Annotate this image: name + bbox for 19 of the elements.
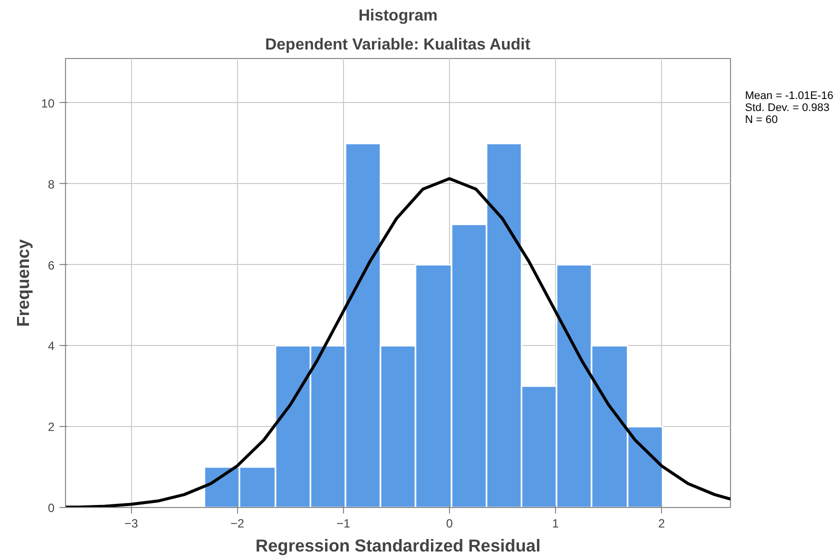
y-tick-label: 2: [48, 420, 55, 434]
text: N = 60: [745, 114, 778, 126]
text: Std. Dev. = 0.983: [745, 102, 830, 114]
x-tick-label: 1: [552, 516, 560, 530]
y-tick-label: 0: [48, 501, 55, 515]
x-tick-label: 0: [446, 516, 454, 530]
chart-subtitle: Dependent Variable: Kualitas Audit: [265, 36, 531, 54]
x-tick-label: 2: [658, 516, 666, 530]
text: Mean = -1.01E-16: [745, 90, 834, 102]
x-tick-label: −3: [124, 516, 138, 530]
y-tick-label: 10: [41, 96, 55, 110]
y-tick-label: 4: [48, 339, 55, 354]
x-axis-title: Regression Standardized Residual: [255, 536, 541, 556]
x-tick-label: −2: [230, 516, 244, 530]
y-tick-label: 6: [48, 258, 55, 272]
y-tick-label: 8: [48, 177, 55, 192]
chart-title: Histogram: [358, 8, 438, 24]
y-axis-title: Frequency: [13, 238, 34, 327]
x-tick-label: −1: [336, 516, 351, 530]
